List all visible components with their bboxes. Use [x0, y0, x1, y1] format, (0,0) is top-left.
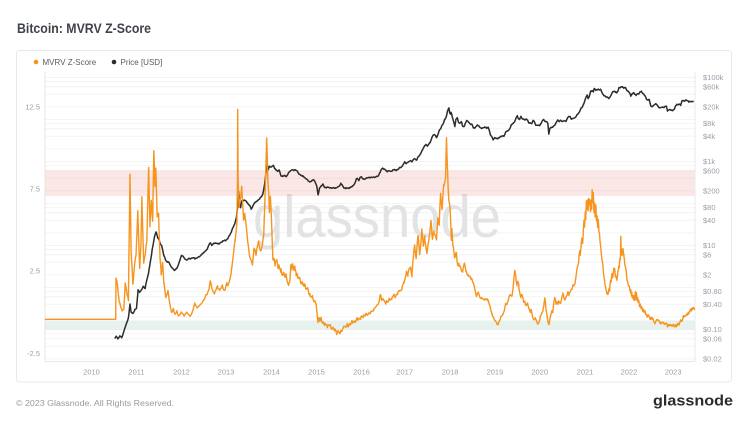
svg-text:$20k: $20k: [703, 103, 720, 112]
svg-text:$40: $40: [703, 216, 716, 225]
svg-text:MVRV Z-Score: MVRV Z-Score: [43, 58, 97, 67]
svg-text:$1k: $1k: [703, 157, 715, 166]
svg-text:$0.02: $0.02: [703, 355, 722, 364]
svg-text:2013: 2013: [218, 368, 235, 377]
svg-text:$4k: $4k: [703, 132, 715, 141]
svg-text:12.5: 12.5: [25, 103, 40, 112]
svg-text:2016: 2016: [353, 368, 370, 377]
svg-text:$10: $10: [703, 241, 716, 250]
svg-text:$6: $6: [703, 250, 711, 259]
svg-text:$0.06: $0.06: [703, 334, 722, 343]
svg-text:2015: 2015: [308, 368, 325, 377]
svg-text:2014: 2014: [263, 368, 280, 377]
svg-text:Bitcoin: MVRV Z-Score: Bitcoin: MVRV Z-Score: [17, 20, 151, 36]
svg-text:2020: 2020: [531, 368, 548, 377]
svg-text:2023: 2023: [665, 368, 682, 377]
svg-text:$0.80: $0.80: [703, 287, 722, 296]
svg-text:$8k: $8k: [703, 119, 715, 128]
svg-text:Price [USD]: Price [USD]: [121, 58, 163, 67]
svg-text:2011: 2011: [128, 368, 144, 377]
svg-text:$0.10: $0.10: [703, 325, 722, 334]
svg-text:2022: 2022: [621, 368, 638, 377]
svg-text:$200: $200: [703, 187, 720, 196]
svg-text:$60k: $60k: [703, 82, 720, 91]
svg-text:$600: $600: [703, 166, 720, 175]
svg-text:2018: 2018: [442, 368, 459, 377]
svg-text:7.5: 7.5: [30, 185, 40, 194]
svg-text:2019: 2019: [487, 368, 504, 377]
svg-text:glassnode: glassnode: [253, 184, 501, 250]
svg-text:glassnode: glassnode: [653, 393, 733, 410]
svg-text:2010: 2010: [83, 368, 100, 377]
svg-text:2012: 2012: [173, 368, 190, 377]
svg-text:$100k: $100k: [703, 73, 724, 82]
svg-text:$0.40: $0.40: [703, 300, 722, 309]
svg-text:© 2023 Glassnode. All Rights R: © 2023 Glassnode. All Rights Reserved.: [16, 398, 174, 408]
svg-text:$80: $80: [703, 203, 716, 212]
svg-text:2.5: 2.5: [30, 267, 40, 276]
svg-text:-2.5: -2.5: [27, 349, 40, 358]
svg-text:2017: 2017: [396, 368, 413, 377]
svg-text:$2: $2: [703, 271, 711, 280]
svg-text:2021: 2021: [577, 368, 594, 377]
